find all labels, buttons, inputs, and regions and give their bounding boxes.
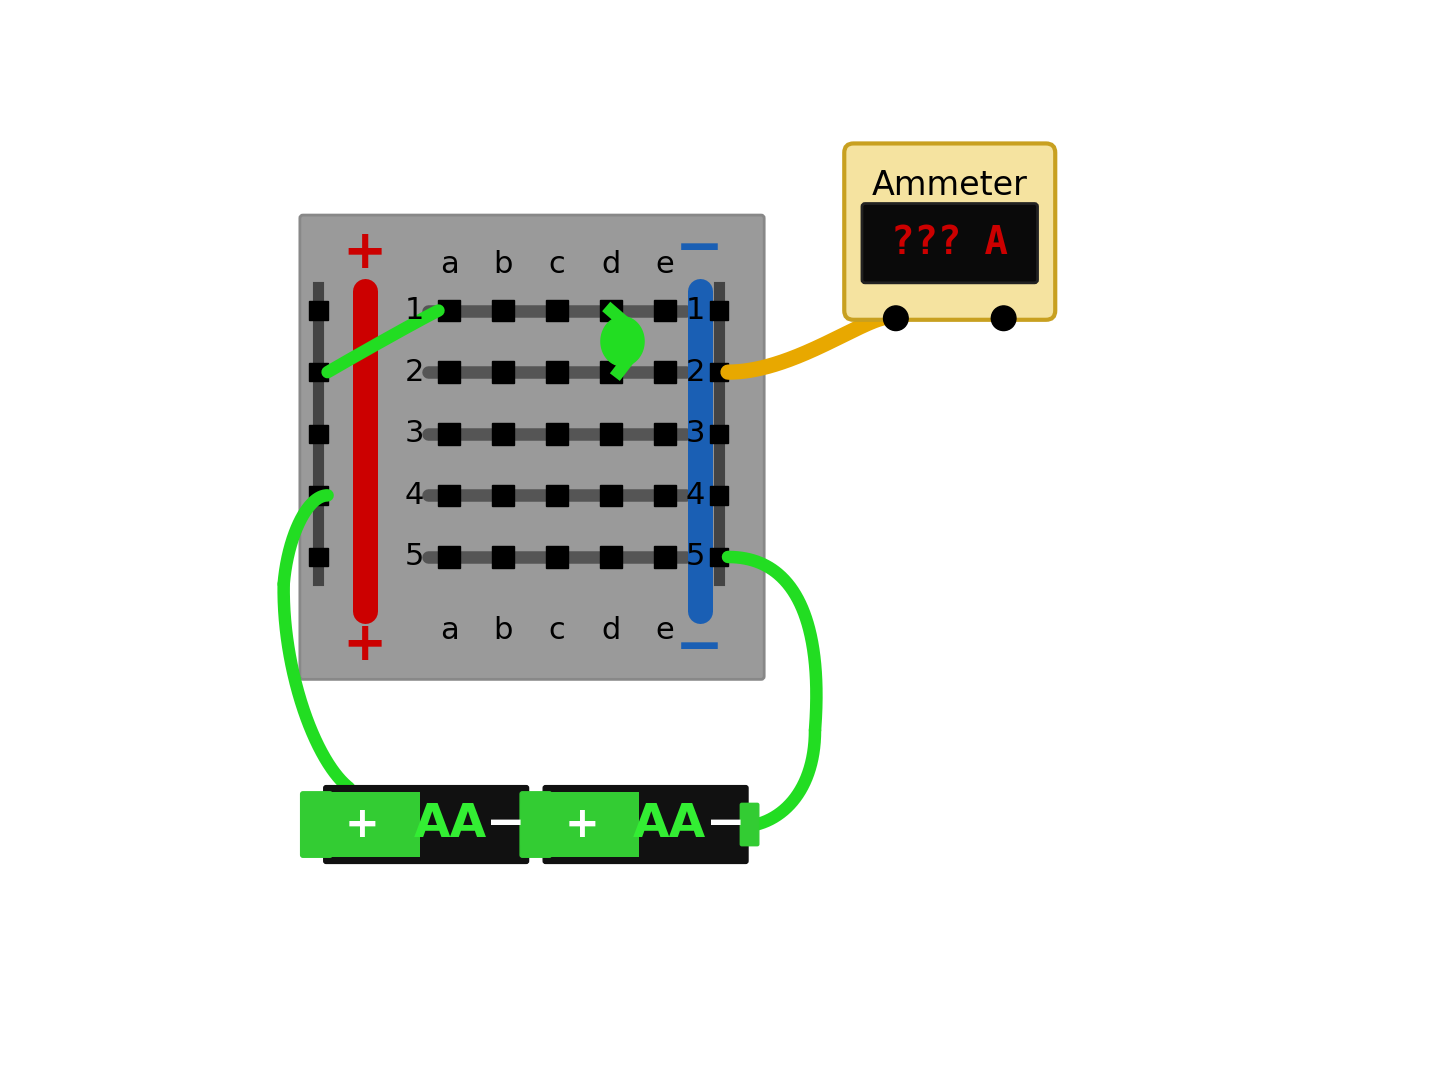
Text: 4: 4 <box>685 481 706 510</box>
FancyBboxPatch shape <box>654 300 675 322</box>
FancyBboxPatch shape <box>710 548 729 566</box>
Text: 2: 2 <box>405 357 425 387</box>
Text: 1: 1 <box>405 296 425 325</box>
Text: −: − <box>706 802 746 847</box>
Text: d: d <box>602 616 621 645</box>
FancyBboxPatch shape <box>844 144 1056 320</box>
FancyBboxPatch shape <box>438 546 459 568</box>
Text: 2: 2 <box>685 357 706 387</box>
FancyBboxPatch shape <box>546 423 567 445</box>
FancyBboxPatch shape <box>543 785 747 863</box>
FancyBboxPatch shape <box>710 301 729 320</box>
FancyBboxPatch shape <box>492 362 514 383</box>
Text: +: + <box>343 227 387 279</box>
Text: −: − <box>675 220 724 278</box>
FancyBboxPatch shape <box>300 215 765 679</box>
Text: a: a <box>439 616 458 645</box>
Text: 1: 1 <box>685 296 706 325</box>
FancyBboxPatch shape <box>438 423 459 445</box>
FancyBboxPatch shape <box>324 785 528 863</box>
FancyBboxPatch shape <box>521 804 540 846</box>
FancyBboxPatch shape <box>740 804 759 846</box>
Text: b: b <box>494 616 513 645</box>
FancyBboxPatch shape <box>330 792 420 858</box>
Text: 4: 4 <box>405 481 425 510</box>
Text: +: + <box>344 804 380 846</box>
Text: Ammeter: Ammeter <box>871 168 1028 202</box>
FancyBboxPatch shape <box>310 486 327 504</box>
FancyBboxPatch shape <box>492 546 514 568</box>
FancyBboxPatch shape <box>310 301 327 320</box>
FancyBboxPatch shape <box>310 424 327 443</box>
FancyBboxPatch shape <box>520 792 552 858</box>
Text: c: c <box>549 249 566 279</box>
Text: a: a <box>439 249 458 279</box>
FancyBboxPatch shape <box>654 546 675 568</box>
Text: AA: AA <box>634 802 706 847</box>
FancyBboxPatch shape <box>710 363 729 381</box>
Text: 5: 5 <box>685 542 706 571</box>
FancyBboxPatch shape <box>600 362 622 383</box>
Text: d: d <box>602 249 621 279</box>
Text: 5: 5 <box>405 542 425 571</box>
Text: c: c <box>549 616 566 645</box>
FancyBboxPatch shape <box>546 362 567 383</box>
FancyBboxPatch shape <box>710 424 729 443</box>
FancyBboxPatch shape <box>492 300 514 322</box>
Text: e: e <box>655 249 674 279</box>
FancyBboxPatch shape <box>310 363 327 381</box>
FancyBboxPatch shape <box>600 546 622 568</box>
Text: +: + <box>343 620 387 672</box>
FancyBboxPatch shape <box>438 300 459 322</box>
Circle shape <box>991 306 1017 330</box>
FancyBboxPatch shape <box>654 485 675 507</box>
Text: 3: 3 <box>685 419 706 448</box>
FancyBboxPatch shape <box>438 485 459 507</box>
FancyBboxPatch shape <box>492 485 514 507</box>
Text: +: + <box>564 804 599 846</box>
FancyBboxPatch shape <box>654 423 675 445</box>
FancyBboxPatch shape <box>310 548 327 566</box>
FancyBboxPatch shape <box>600 300 622 322</box>
FancyBboxPatch shape <box>438 362 459 383</box>
Polygon shape <box>600 316 644 366</box>
FancyBboxPatch shape <box>863 203 1038 283</box>
Text: −: − <box>675 619 724 676</box>
FancyBboxPatch shape <box>546 546 567 568</box>
Text: AA: AA <box>413 802 487 847</box>
FancyBboxPatch shape <box>600 485 622 507</box>
Text: ??? A: ??? A <box>891 225 1008 262</box>
FancyBboxPatch shape <box>546 300 567 322</box>
FancyBboxPatch shape <box>492 423 514 445</box>
Text: e: e <box>655 616 674 645</box>
Text: b: b <box>494 249 513 279</box>
FancyBboxPatch shape <box>546 485 567 507</box>
Circle shape <box>884 306 909 330</box>
FancyBboxPatch shape <box>654 362 675 383</box>
FancyBboxPatch shape <box>600 423 622 445</box>
FancyBboxPatch shape <box>301 792 333 858</box>
FancyBboxPatch shape <box>549 792 639 858</box>
Text: −: − <box>487 802 526 847</box>
Text: 3: 3 <box>405 419 425 448</box>
FancyBboxPatch shape <box>710 486 729 504</box>
